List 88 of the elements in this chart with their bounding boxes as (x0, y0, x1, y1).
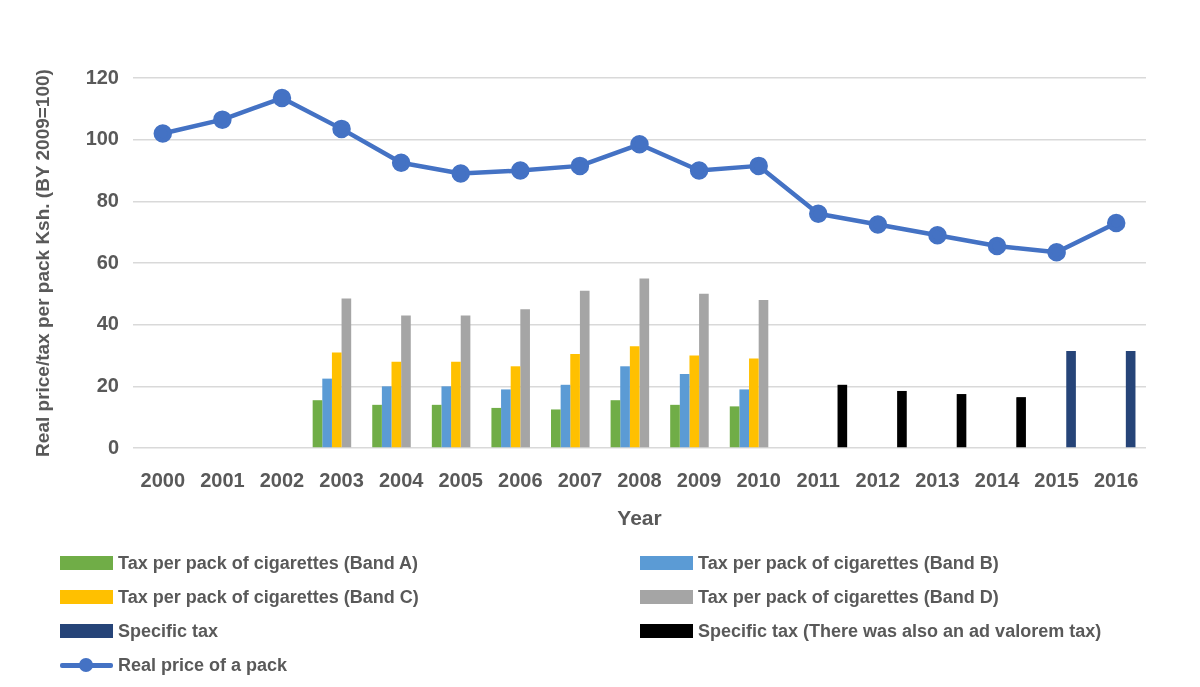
x-tick-label: 2012 (855, 468, 901, 491)
bar (312, 400, 323, 448)
bar (570, 353, 580, 448)
bar (1016, 397, 1026, 448)
x-tick-label: 2005 (438, 468, 483, 491)
bar (679, 374, 690, 448)
y-tick-label: 100 (85, 127, 119, 150)
x-tick-label: 2002 (259, 468, 305, 491)
bar (451, 361, 461, 448)
bar (491, 407, 502, 448)
legend-label: Specific tax (There was also an ad valorem tax) (698, 620, 1102, 642)
point (689, 161, 709, 180)
legend-label: Real price of a pack (118, 654, 288, 676)
bar (391, 361, 402, 448)
x-axis-title: Year (617, 506, 662, 530)
y-tick-label: 120 (85, 65, 119, 88)
point (809, 204, 828, 223)
bar (331, 352, 342, 448)
y-tick-label: 80 (96, 188, 119, 211)
bar (341, 298, 352, 448)
legend-label: Tax per pack of cigarettes (Band C) (118, 586, 419, 608)
bar (670, 404, 680, 448)
y-tick-label: 60 (96, 250, 119, 273)
legend-label: Tax per pack of cigarettes (Band A) (118, 552, 419, 574)
bar (501, 389, 511, 448)
point (630, 135, 649, 154)
bar (620, 366, 630, 448)
x-tick-label: 2007 (557, 468, 603, 491)
point (272, 88, 292, 108)
point (987, 236, 1007, 256)
y-axis-title: Real price/tax per pack Ksh. (BY 2009=100) (31, 69, 53, 457)
bar (729, 406, 740, 448)
bar (381, 386, 392, 448)
x-tick-label: 2016 (1093, 468, 1139, 491)
x-tick-label: 2014 (974, 468, 1021, 491)
y-tick-label: 0 (107, 435, 119, 458)
bar (1066, 350, 1076, 448)
x-tick-label: 2006 (498, 468, 543, 491)
y-tick-label: 40 (96, 312, 119, 335)
bar (551, 409, 561, 448)
bar (510, 366, 521, 448)
point (451, 164, 470, 183)
bar (837, 384, 848, 448)
x-tick-label: 2008 (617, 468, 662, 491)
bar (520, 309, 530, 448)
x-tick-label: 2015 (1034, 468, 1079, 491)
y-tick-label: 20 (96, 373, 119, 396)
bar (579, 290, 590, 448)
point (749, 156, 768, 176)
point (213, 110, 232, 129)
bar (1125, 350, 1136, 448)
bar (629, 346, 640, 448)
point (868, 215, 888, 234)
x-tick-label: 2013 (915, 468, 960, 491)
bar (739, 389, 750, 448)
x-tick-label: 2009 (676, 468, 722, 491)
bar (401, 315, 411, 448)
bar (689, 355, 700, 448)
x-tick-label: 2010 (736, 468, 781, 491)
bar (956, 394, 967, 448)
point (1106, 213, 1126, 233)
point (391, 153, 411, 173)
legend-label: Specific tax (118, 620, 219, 642)
x-tick-label: 2001 (200, 468, 245, 491)
bar (699, 293, 709, 448)
point (1047, 242, 1066, 262)
point (570, 156, 590, 176)
bar (749, 358, 759, 448)
bar (758, 300, 769, 448)
bar (560, 384, 571, 448)
x-tick-label: 2004 (378, 468, 425, 491)
bar (639, 278, 650, 448)
bar (460, 315, 471, 448)
bar (610, 400, 621, 448)
x-tick-label: 2011 (796, 468, 840, 491)
x-tick-label: 2000 (140, 468, 186, 491)
bar (372, 404, 382, 448)
legend-label: Tax per pack of cigarettes (Band D) (698, 586, 999, 608)
bar (322, 378, 332, 448)
point (511, 161, 530, 180)
legend-label: Tax per pack of cigarettes (Band B) (698, 552, 999, 574)
x-tick-label: 2003 (319, 468, 364, 491)
bar (441, 386, 452, 448)
point (153, 124, 173, 143)
point (928, 226, 947, 245)
bar (897, 390, 907, 448)
point (332, 119, 351, 139)
bar (431, 404, 442, 448)
